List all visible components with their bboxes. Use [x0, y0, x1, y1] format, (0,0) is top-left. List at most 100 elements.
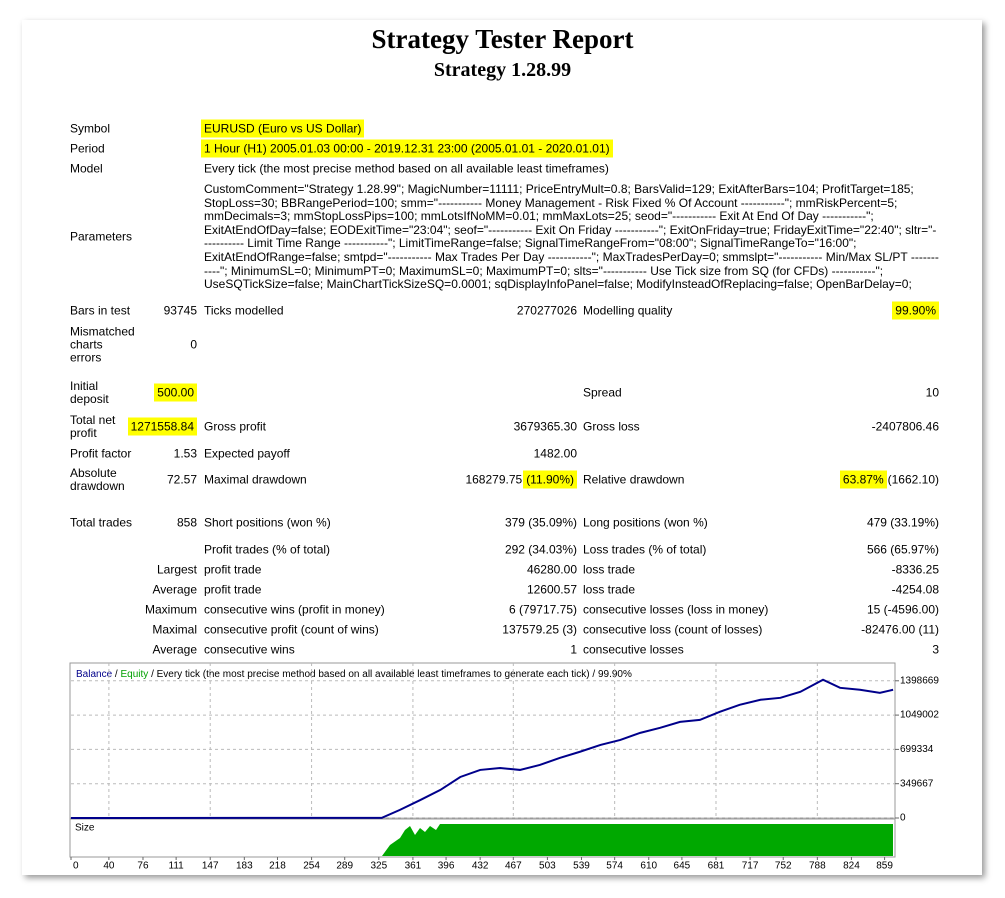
stat-value-cell: 500.00	[154, 383, 197, 402]
stat-value: 479 (33.19%)	[866, 515, 939, 530]
x-tick-label: 717	[742, 861, 759, 872]
stat-prefix: Average	[152, 642, 197, 657]
stat-value-cell: 270277026	[517, 304, 577, 318]
info-label: Period	[70, 141, 105, 156]
stat-value: 63.87%	[839, 470, 887, 489]
x-tick-label: 539	[573, 861, 590, 872]
y-tick-label: 0	[900, 813, 906, 824]
info-label: Parameters	[70, 229, 133, 244]
stat-label: Expected payoff	[204, 446, 290, 461]
x-tick-label: 396	[438, 861, 455, 872]
stat-value-extra: (1662.10)	[887, 472, 939, 487]
stat-value-cell: 292 (34.03%)	[505, 543, 577, 557]
stat-value-cell: 12600.57	[527, 583, 577, 597]
stat-value-cell: 15 (-4596.00)	[866, 602, 939, 617]
stat-value: 46280.00	[526, 562, 577, 577]
legend-balance: Balance	[76, 669, 113, 680]
stat-value-cell: 1.53	[173, 446, 197, 461]
y-tick-label: 349667	[900, 778, 934, 789]
stat-value: 1.53	[173, 446, 197, 461]
stat-value: 10	[925, 385, 939, 400]
x-tick-label: 859	[876, 861, 893, 872]
stat-value-extra: (11.90%)	[523, 470, 577, 489]
stat-label: Total trades	[70, 515, 133, 530]
legend-separator: /	[151, 669, 154, 680]
info-label: Symbol	[70, 121, 111, 136]
stat-value-cell: 1271558.84	[127, 417, 197, 436]
y-tick-label: 1398669	[900, 675, 939, 686]
y-tick-label: 699334	[900, 744, 934, 755]
stat-value-cell: 479 (33.19%)	[866, 515, 939, 530]
stat-label: profit trade	[204, 562, 262, 577]
stat-value: 3	[932, 642, 939, 657]
x-tick-label: 467	[505, 861, 522, 872]
stat-label: Spread	[583, 385, 622, 400]
stat-value-cell: 0	[190, 337, 197, 352]
stat-value-cell: 137579.25 (3)	[502, 623, 577, 637]
report-title: Strategy Tester Report	[371, 24, 634, 54]
info-value: Every tick (the most precise method base…	[204, 161, 609, 176]
stat-value: -8336.25	[891, 562, 939, 577]
stat-label: Gross profit	[204, 419, 267, 434]
x-tick-label: 503	[539, 861, 556, 872]
stat-label: loss trade	[583, 562, 636, 577]
x-tick-label: 574	[606, 861, 623, 872]
x-tick-label: 254	[303, 861, 320, 872]
stat-value: 500.00	[154, 383, 197, 402]
stat-value: -4254.08	[891, 582, 939, 597]
stat-value-cell: 1482.00	[534, 447, 577, 461]
x-tick-label: 111	[169, 861, 185, 872]
stat-value: -2407806.46	[871, 419, 939, 434]
x-tick-label: 289	[336, 861, 353, 872]
stat-value-cell: 10	[925, 385, 939, 400]
stat-value: 379 (35.09%)	[504, 515, 577, 530]
stat-label: consecutive losses	[583, 642, 684, 657]
stat-label: Profit trades (% of total)	[204, 542, 331, 557]
x-tick-label: 681	[708, 861, 725, 872]
stat-value: -82476.00 (11)	[861, 622, 939, 637]
x-tick-label: 610	[640, 861, 657, 872]
stat-value-cell: 63.87% (1662.10)	[839, 470, 939, 489]
info-value: 1 Hour (H1) 2005.01.03 00:00 - 2019.12.3…	[201, 139, 613, 158]
legend-separator: /	[115, 669, 118, 680]
x-tick-label: 788	[809, 861, 826, 872]
stat-label: Gross loss	[583, 419, 640, 434]
chart-frame	[69, 662, 896, 819]
stat-label: Mismatched charts errors	[70, 324, 135, 365]
stat-label: loss trade	[583, 582, 636, 597]
stat-label: consecutive loss (count of losses)	[583, 622, 763, 637]
stat-value-cell: 1	[570, 642, 577, 657]
stat-value-cell: 379 (35.09%)	[504, 515, 577, 530]
stat-value: 6 (79717.75)	[508, 602, 577, 617]
x-tick-label: 432	[472, 861, 489, 872]
stat-label: Long positions (won %)	[583, 515, 708, 530]
stat-label: Absolute drawdown	[70, 466, 125, 493]
stat-value-cell: -4254.08	[891, 582, 939, 597]
x-tick-label: 824	[843, 861, 860, 872]
x-tick-label: 183	[236, 861, 253, 872]
stat-value-cell: -2407806.46	[871, 419, 939, 434]
x-tick-label: 361	[405, 861, 422, 872]
stat-value: 0	[190, 337, 197, 352]
stat-value-cell: 168279.75 (11.90%)	[465, 470, 577, 489]
stat-label: consecutive wins (profit in money)	[204, 602, 385, 617]
stat-label: profit trade	[204, 582, 262, 597]
stat-prefix: Average	[152, 582, 197, 597]
stat-value: 1	[570, 642, 577, 657]
stat-value-cell: 99.90%	[892, 301, 939, 320]
stat-value-cell: 6 (79717.75)	[508, 602, 577, 617]
x-tick-label: 40	[103, 861, 115, 872]
stat-value: 566 (65.97%)	[866, 542, 939, 557]
stat-label: Short positions (won %)	[204, 515, 331, 530]
stat-label: consecutive profit (count of wins)	[204, 622, 379, 637]
report-subtitle: Strategy 1.28.99	[433, 59, 572, 81]
stat-prefix: Maximum	[144, 602, 197, 617]
stat-value-cell: 566 (65.97%)	[866, 542, 939, 557]
stat-value: 858	[176, 515, 197, 530]
y-tick-label: 1049002	[900, 710, 939, 721]
legend-text: Every tick (the most precise method base…	[157, 669, 632, 680]
stat-value: 15 (-4596.00)	[866, 602, 939, 617]
stat-value-cell: 93745	[164, 304, 197, 318]
